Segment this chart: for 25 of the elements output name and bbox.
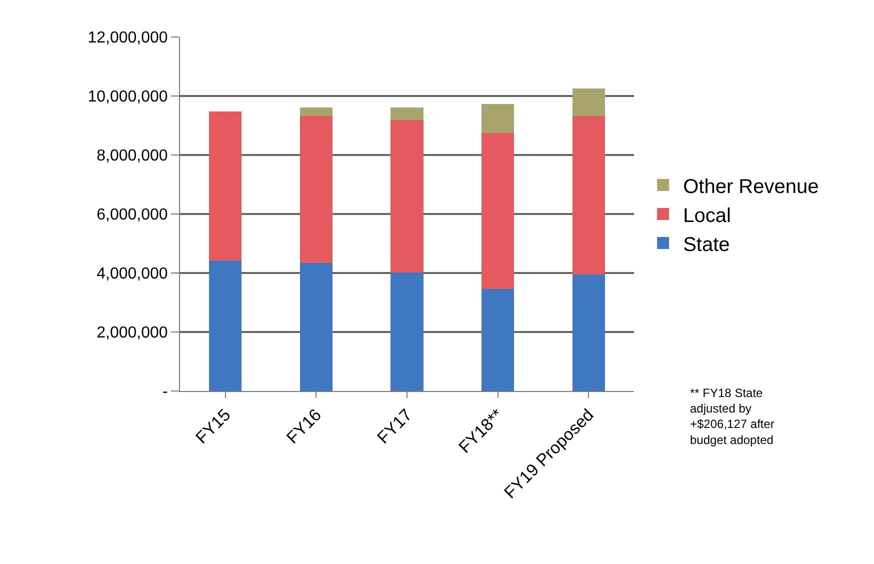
bar bbox=[300, 108, 333, 116]
bar bbox=[300, 262, 333, 391]
y-tick-label: 10,000,000 bbox=[88, 88, 168, 106]
bar bbox=[572, 116, 605, 274]
bar bbox=[481, 133, 514, 289]
bar bbox=[390, 108, 424, 120]
bar bbox=[390, 272, 424, 391]
text: ** FY18 State adjusted by +$206,127 after budget adopted bbox=[690, 386, 774, 447]
bar bbox=[390, 120, 424, 272]
bar bbox=[209, 112, 242, 261]
bar bbox=[572, 274, 605, 391]
legend-label: Other Revenue bbox=[683, 176, 819, 198]
bar bbox=[572, 88, 605, 116]
y-tick-label: 6,000,000 bbox=[96, 206, 168, 224]
y-tick-label: 12,000,000 bbox=[88, 30, 168, 47]
legend-label: Local bbox=[683, 204, 731, 227]
y-tick-label: - bbox=[162, 384, 168, 401]
bar bbox=[481, 288, 514, 391]
bar bbox=[300, 116, 333, 263]
bar bbox=[209, 260, 242, 391]
legend-label: State bbox=[683, 234, 730, 256]
bar bbox=[481, 104, 514, 134]
y-tick-label: 4,000,000 bbox=[96, 266, 168, 283]
y-tick-label: 2,000,000 bbox=[96, 324, 168, 342]
y-tick-label: 8,000,000 bbox=[96, 148, 168, 165]
